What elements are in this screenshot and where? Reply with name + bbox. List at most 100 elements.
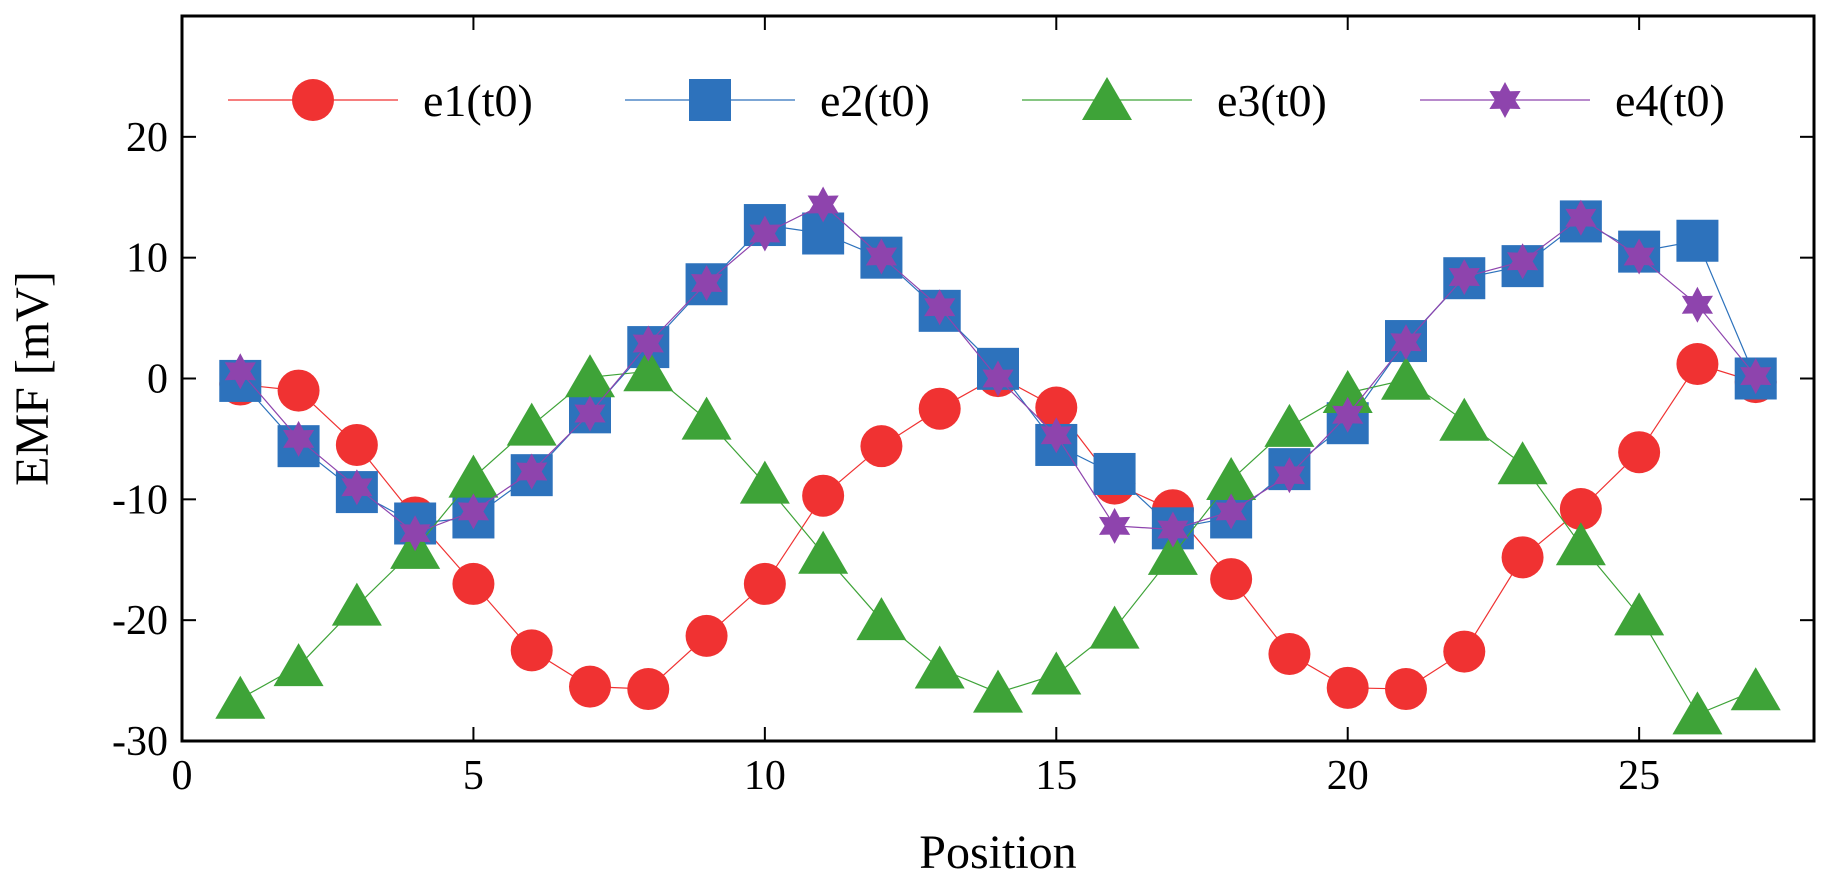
x-tick-label: 5: [463, 753, 484, 799]
legend-entry: e1(t0): [228, 75, 533, 126]
data-point: [802, 474, 845, 517]
data-point: [1099, 507, 1131, 544]
data-point: [452, 562, 495, 605]
data-point: [860, 425, 903, 468]
data-point: [1618, 431, 1661, 474]
series-e3(t0): [215, 348, 1781, 735]
y-axis-label: EMF [mV]: [6, 271, 59, 486]
data-point: [1385, 668, 1427, 711]
legend-marker: [292, 79, 334, 121]
x-tick-label: 10: [744, 753, 786, 799]
data-point: [1623, 238, 1655, 275]
data-point: [341, 469, 373, 506]
y-tick-label: 0: [147, 357, 168, 403]
data-point: [1448, 259, 1480, 295]
data-point: [1332, 396, 1364, 433]
data-point: [1040, 417, 1072, 454]
data-point: [807, 186, 839, 223]
data-point: [565, 354, 615, 398]
data-point: [1390, 324, 1422, 361]
data-point: [918, 387, 961, 430]
data-point: [506, 402, 557, 446]
data-point: [1672, 691, 1723, 735]
data-point: [215, 675, 266, 719]
data-point: [1035, 386, 1078, 429]
legend-entry: e3(t0): [1022, 75, 1327, 126]
data-point: [973, 669, 1023, 713]
data-point: [749, 215, 781, 252]
data-point: [1501, 536, 1544, 579]
data-point: [1215, 493, 1247, 530]
data-point: [224, 353, 256, 390]
data-point: [1497, 441, 1548, 485]
x-tick-label: 20: [1327, 753, 1369, 799]
data-point: [856, 597, 907, 641]
axis-ticks: 0 5 10 15 20 25 -30 -20 -10 0 10 20: [112, 16, 1814, 799]
legend-entry: e4(t0): [1420, 75, 1725, 126]
data-point: [982, 360, 1014, 397]
x-tick-label: 15: [1035, 753, 1077, 799]
data-point: [1381, 356, 1431, 400]
data-point: [1206, 457, 1257, 500]
legend-label: e4(t0): [1615, 75, 1725, 126]
data-point: [574, 395, 606, 432]
y-tick-label: -10: [112, 477, 168, 523]
legend-label: e2(t0): [820, 75, 930, 126]
data-point: [739, 460, 790, 504]
y-tick-label: 20: [126, 115, 168, 161]
data-point: [623, 348, 674, 392]
y-tick-label: -20: [112, 598, 168, 644]
data-point: [1740, 358, 1772, 395]
data-point: [1555, 522, 1606, 566]
data-point: [516, 453, 548, 490]
legend-entry: e2(t0): [625, 75, 930, 126]
legend-label: e3(t0): [1217, 75, 1327, 126]
data-point: [277, 369, 320, 412]
data-point: [681, 396, 732, 440]
data-point: [1443, 630, 1486, 673]
data-point: [1268, 633, 1311, 675]
data-point: [1093, 452, 1136, 495]
data-point: [457, 493, 489, 530]
data-point: [1322, 370, 1373, 413]
legend: e1(t0) e2(t0) e3(t0) e4(t0): [228, 75, 1725, 126]
y-tick-label: 10: [126, 236, 168, 282]
series-e4(t0): [224, 186, 1772, 552]
legend-marker: [1082, 77, 1132, 120]
data-point: [510, 629, 553, 672]
data-point: [691, 265, 723, 301]
data-point: [743, 562, 786, 605]
data-point: [331, 582, 382, 626]
data-point: [924, 289, 956, 326]
data-point: [1676, 343, 1719, 385]
data-point: [1089, 605, 1140, 649]
data-point: [1326, 666, 1369, 709]
y-tick-label: -30: [112, 719, 168, 765]
legend-marker: [1489, 82, 1521, 118]
data-point: [865, 238, 897, 275]
legend-label: e1(t0): [423, 75, 533, 126]
data-point: [632, 325, 664, 362]
data-point: [283, 420, 315, 457]
x-tick-label: 0: [172, 753, 193, 799]
data-point: [798, 530, 849, 574]
data-point: [1614, 592, 1665, 636]
data-point: [1273, 457, 1305, 494]
x-axis-label: Position: [919, 826, 1076, 879]
data-point: [1264, 403, 1315, 447]
data-point: [273, 643, 324, 687]
data-point: [569, 665, 611, 708]
data-point: [1730, 667, 1781, 711]
data-point: [448, 454, 499, 498]
legend-marker: [689, 79, 731, 121]
data-point: [1031, 651, 1082, 695]
data-point: [1559, 488, 1602, 530]
data-point: [1157, 511, 1189, 548]
data-point: [685, 614, 728, 657]
x-tick-label: 25: [1618, 753, 1660, 799]
data-point: [1210, 558, 1253, 601]
data-point: [1681, 286, 1713, 323]
data-point: [399, 515, 431, 552]
data-point: [1565, 199, 1597, 236]
